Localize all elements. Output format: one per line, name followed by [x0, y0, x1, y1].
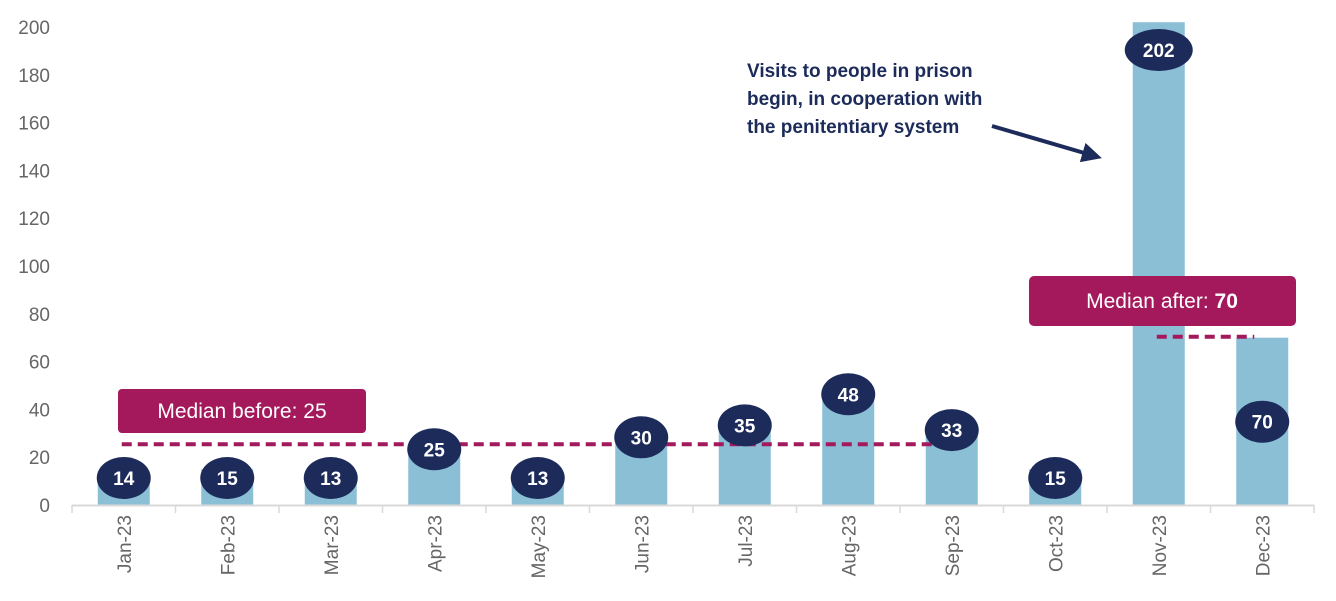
x-tick-label: Feb-23 [218, 515, 239, 575]
data-label: 15 [1045, 469, 1067, 490]
y-tick-label: 140 [18, 161, 50, 182]
median-before-label: Median before: 25 [157, 400, 326, 423]
data-label: 48 [838, 385, 859, 406]
annotation-line-2: begin, in cooperation with [747, 89, 982, 110]
median-before-value: 25 [303, 400, 326, 423]
data-label-bubble [614, 416, 669, 459]
median-after-label: Median after: 70 [1086, 290, 1238, 313]
data-label: 70 [1252, 413, 1273, 434]
annotation-line-3: the penitentiary system [747, 117, 959, 138]
x-axis [71, 504, 1315, 513]
annotation: Visits to people in prison begin, in coo… [747, 61, 1102, 163]
y-tick-label: 160 [18, 114, 50, 135]
x-tick-label: Dec-23 [1253, 515, 1274, 576]
y-tick-label: 100 [18, 257, 50, 278]
data-label: 202 [1143, 41, 1175, 62]
data-label: 25 [424, 440, 446, 461]
annotation-line-1: Visits to people in prison [747, 61, 973, 82]
median-after-prefix: Median after: [1086, 290, 1214, 313]
y-tick-label: 80 [29, 305, 50, 326]
y-tick-label: 40 [29, 400, 50, 421]
annotation-arrow [991, 124, 1102, 163]
data-label-bubble [924, 409, 979, 452]
x-tick-label: Apr-23 [425, 515, 446, 572]
data-label: 13 [527, 469, 548, 490]
data-label-bubble [96, 457, 151, 499]
data-label-bubble [821, 373, 876, 416]
y-axis-ticks: 0 20 40 60 80 100 120 140 160 180 200 [18, 18, 50, 517]
data-label: 33 [941, 421, 962, 442]
y-tick-label: 180 [18, 66, 50, 87]
data-label-bubble [1235, 400, 1290, 443]
x-tick-label: Sep-23 [943, 515, 964, 576]
x-tick-label: Nov-23 [1150, 515, 1171, 576]
y-tick-label: 20 [29, 448, 50, 469]
data-label-bubble [1124, 29, 1193, 71]
data-label: 15 [217, 469, 239, 490]
x-tick-label: Mar-23 [322, 515, 343, 575]
x-tick-label: Jan-23 [115, 515, 136, 573]
bar-nov-23 [1132, 22, 1185, 505]
y-tick-label: 120 [18, 209, 50, 230]
x-tick-label: Aug-23 [839, 515, 860, 576]
data-label-bubble [303, 457, 358, 499]
median-before-box [118, 389, 366, 433]
median-after-value: 70 [1215, 290, 1238, 313]
x-tick-label: Oct-23 [1046, 515, 1067, 572]
data-labels: 14 15 13 25 13 30 35 48 33 15 202 70 [96, 29, 1290, 499]
data-label-bubble [407, 428, 462, 471]
median-after-box [1029, 276, 1296, 326]
data-label: 30 [631, 428, 652, 449]
y-tick-label: 60 [29, 353, 50, 374]
y-tick-label: 0 [39, 496, 50, 517]
x-tick-label: May-23 [529, 515, 550, 578]
data-label-bubble [200, 457, 255, 499]
y-tick-label: 200 [18, 18, 50, 39]
median-lines [121, 334, 1255, 447]
data-label: 14 [113, 469, 135, 490]
data-label-bubble [717, 404, 772, 447]
x-axis-tick-labels: Jan-23 Feb-23 Mar-23 Apr-23 May-23 Jun-23 Jul-… [115, 515, 1275, 578]
x-tick-label: Jun-23 [632, 515, 653, 573]
data-label: 35 [734, 416, 756, 437]
median-after-callout: Median after: 70 [1029, 276, 1296, 326]
data-label-bubble [510, 457, 565, 499]
data-label: 13 [320, 469, 341, 490]
median-before-prefix: Median before: [157, 400, 303, 423]
x-tick-label: Jul-23 [736, 515, 757, 567]
data-label-bubble [1028, 457, 1083, 499]
median-before-callout: Median before: 25 [118, 389, 366, 433]
